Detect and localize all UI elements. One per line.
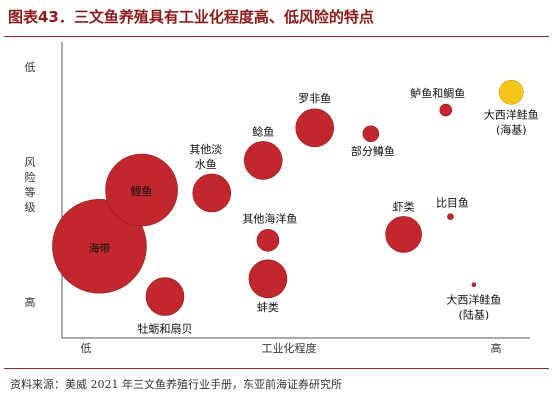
bubble [256,229,280,252]
footer-rule [4,368,549,369]
x-tick-label: 高 [491,341,502,355]
bubble-label: 虾类 [393,199,415,213]
y-axis-label-char: 险 [25,170,36,184]
bubble-label: 罗非鱼 [298,91,331,105]
bubble [447,213,454,220]
bubble [362,125,380,143]
bubbles [52,80,524,316]
title-rule [4,36,549,37]
y-tick-label: 低 [25,61,36,74]
bubble-label: 海带 [88,241,110,255]
bubble-label: 部分鳟鱼 [351,144,395,158]
bubble [439,103,453,117]
bubble-label: 大西洋鲑鱼(海基) [484,107,539,136]
bubble [471,282,477,288]
bubble-label: 蚌类 [257,300,279,314]
bubble [295,108,335,148]
x-axis-label: 工业化程度 [262,341,317,355]
x-tick-label: 低 [81,342,92,355]
bubble [385,216,422,253]
bubble [105,153,178,227]
bubble [145,277,185,316]
bubble-label: 其他海洋鱼 [242,211,297,225]
bubble [248,259,288,299]
source-note: 资料来源：美威 2021 年三文鱼养殖行业手册，东亚前海证券研究所 [10,378,342,391]
bubble-label: 比目鱼 [436,196,469,210]
y-axis-label-char: 等 [25,185,36,199]
bubble-label: 牡蛎和扇贝 [137,322,192,336]
bubble-label: 鲤鱼 [131,184,153,198]
figure-title: 图表43．三文鱼养殖具有工业化程度高、低风险的特点 [8,8,374,26]
bubble [498,80,524,105]
bubble [243,141,283,180]
bubble-label: 鲶鱼 [252,124,274,138]
y-axis-label-char: 级 [25,201,36,214]
bubble-label: 其他淡水鱼 [189,143,222,171]
y-tick-label: 高 [25,295,36,309]
bubble [52,198,147,294]
bubble-label: 鲈鱼和鲷鱼 [410,86,465,100]
y-axis-label-char: 风 [25,156,36,169]
bubble-label: 大西洋鲑鱼(陆基) [446,293,501,322]
bubble [192,173,232,213]
